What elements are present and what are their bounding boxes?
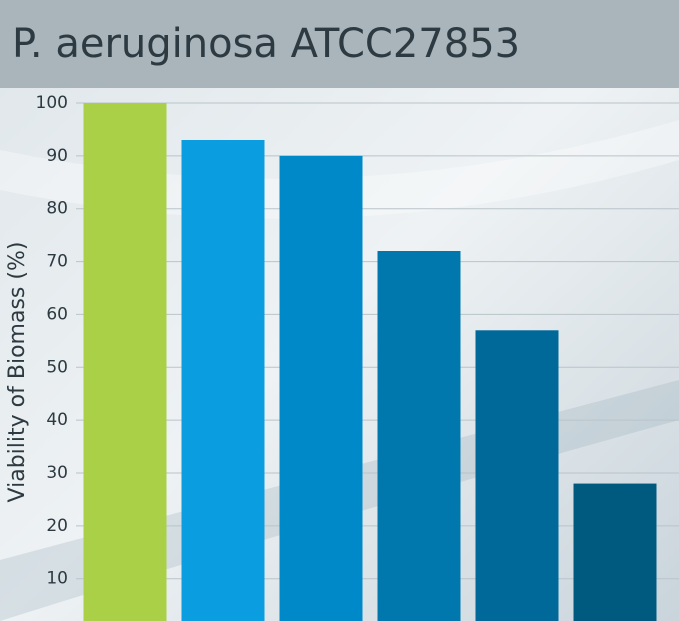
y-tick-label: 20 [46, 516, 68, 536]
bar [83, 103, 167, 621]
bar [181, 140, 265, 621]
y-tick-label: 10 [46, 569, 68, 589]
y-tick-label: 40 [46, 410, 68, 430]
y-tick-label: 60 [46, 304, 68, 324]
y-tick-label: 90 [46, 146, 68, 166]
y-tick-label: 100 [36, 93, 68, 113]
title-band [0, 0, 679, 88]
chart-title: P. aeruginosa ATCC27853 [12, 21, 520, 67]
y-tick-label: 80 [46, 199, 68, 219]
y-tick-label: 50 [46, 357, 68, 377]
bar [475, 330, 559, 621]
y-tick-label: 70 [46, 252, 68, 272]
decoration [0, 120, 679, 219]
bar [573, 483, 657, 621]
bar [279, 155, 363, 621]
bar [377, 251, 461, 621]
y-axis-label: Viability of Biomass (%) [5, 242, 30, 503]
y-tick-label: 30 [46, 463, 68, 483]
